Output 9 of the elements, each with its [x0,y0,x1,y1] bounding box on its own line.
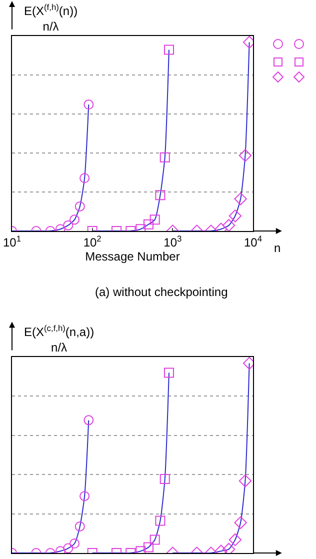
x-axis-title: Message Number [85,249,180,264]
y-axis-title: E(X$^{(c,f,h)}$(n,a)) n/λ [24,323,94,355]
x-tick-label: 10$^{2}$ [83,233,102,250]
x-tick-label: 10$^{1}$ [2,233,22,250]
x-tick-label: 10$^{4}$ [244,233,262,250]
text: (a) without checkpointing [95,285,228,299]
text: n [274,241,281,255]
x-tick-label: 10$^{3}$ [164,233,182,250]
y-axis-title: E(X$^{(f,h)}$(n)) n/λ [24,2,78,34]
